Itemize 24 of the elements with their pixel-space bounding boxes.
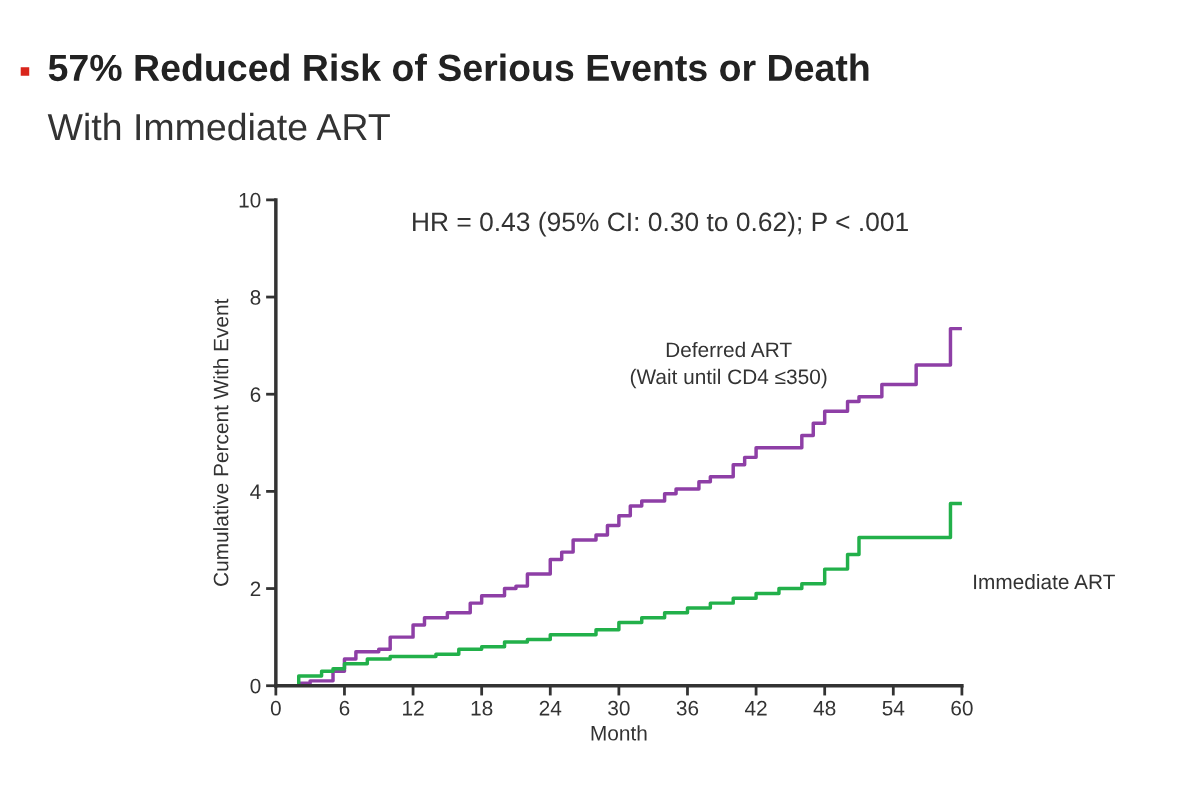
- y-tick-label: 2: [250, 581, 261, 597]
- x-tick-label: 60: [951, 700, 973, 716]
- series-label: Deferred ART (Wait until CD4 ≤350): [630, 341, 827, 389]
- y-tick-label: 10: [239, 192, 261, 208]
- x-tick-label: 54: [882, 701, 905, 716]
- x-tick-label: 6: [339, 700, 350, 716]
- x-tick-label: 48: [813, 700, 836, 716]
- x-tick-label: 12: [403, 700, 424, 716]
- y-tick-label: 6: [250, 387, 261, 402]
- x-tick-label: 18: [471, 700, 493, 716]
- x-tick-label: 36: [676, 700, 699, 716]
- x-tick-label: 24: [539, 700, 562, 716]
- x-tick-label: 42: [744, 700, 767, 716]
- y-tick-label: 0: [250, 678, 261, 694]
- chart-subtitle: With Immediate ART: [47, 112, 390, 141]
- text: Immediate ART: [974, 573, 1115, 590]
- y-tick-label: 4: [250, 484, 261, 499]
- y-axis-title: Cumulative Percent With Event: [213, 298, 229, 586]
- x-tick-label: 0: [270, 700, 281, 716]
- chart-title: 57% Reduced Risk of Serious Events or Death: [48, 53, 869, 82]
- y-tick-label: 8: [250, 290, 261, 305]
- annotation: HR = 0.43 (95% CI: 0.30 to 0.62); P < .001: [413, 211, 908, 237]
- x-axis-title: Month: [591, 725, 647, 741]
- x-tick-label: 30: [608, 700, 630, 716]
